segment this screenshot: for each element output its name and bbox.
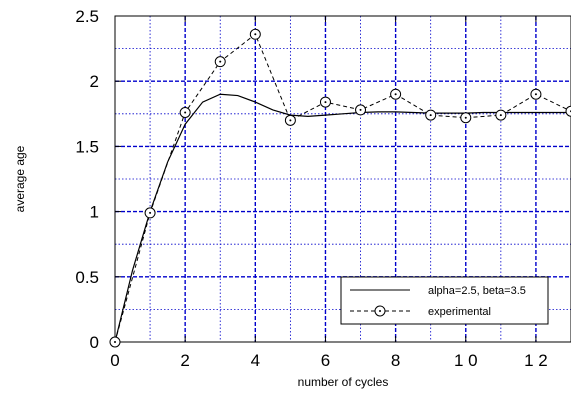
axis-ticks: 0 2 4 6 8 1 0 1 2 0 0.5 1 1.5 2 2.5 — [75, 7, 547, 370]
series-layer — [109, 28, 571, 348]
data-point-center — [114, 341, 116, 343]
data-point-center — [464, 116, 467, 119]
x-tick-label: 0 — [110, 351, 119, 370]
y-tick-label: 2.5 — [75, 7, 99, 26]
plot-frame — [114, 15, 571, 343]
data-point-center — [359, 108, 362, 111]
x-tick-label: 6 — [321, 351, 330, 370]
series-line-model — [114, 93, 571, 343]
data-point-center — [149, 211, 152, 214]
data-point-center — [429, 114, 432, 117]
legend-box — [340, 276, 549, 325]
x-tick-label: 1 2 — [524, 351, 548, 370]
data-point-center — [219, 60, 222, 63]
data-point-center — [184, 111, 187, 114]
x-tick-label: 2 — [180, 351, 189, 370]
y-tick-label: 0.5 — [75, 268, 99, 287]
axis-labels: number of cycles average age — [13, 145, 388, 389]
y-tick-label: 1.5 — [75, 137, 99, 156]
data-point-center — [254, 33, 257, 36]
data-point-center — [289, 119, 292, 122]
x-axis-label: number of cycles — [298, 375, 389, 389]
y-tick-label: 0 — [90, 333, 99, 352]
data-point-center — [499, 114, 502, 117]
data-point-center — [324, 101, 327, 104]
data-point-center — [394, 93, 397, 96]
legend-marker-dot — [379, 310, 381, 312]
x-tick-label: 1 0 — [454, 351, 478, 370]
legend-label-experimental: experimental — [428, 306, 491, 318]
data-point-center — [534, 93, 537, 96]
y-axis-label: average age — [13, 145, 27, 212]
series-line-experimental — [114, 33, 571, 343]
legend-label-model: alpha=2.5, beta=3.5 — [428, 285, 526, 297]
legend: alpha=2.5, beta=3.5 experimental — [340, 276, 549, 325]
x-tick-label: 4 — [251, 351, 260, 370]
y-tick-label: 1 — [90, 203, 99, 222]
x-tick-label: 8 — [391, 351, 400, 370]
y-tick-label: 2 — [90, 72, 99, 91]
data-point-experimental — [565, 105, 571, 117]
